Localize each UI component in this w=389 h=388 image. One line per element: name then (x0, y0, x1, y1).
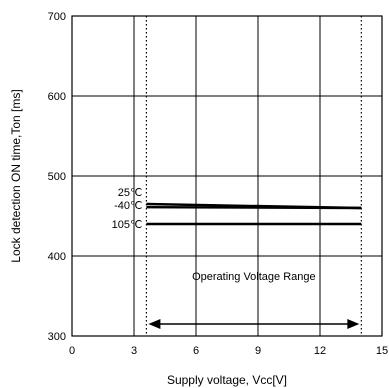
y-tick-label: 500 (48, 171, 66, 183)
plot-frame (71, 15, 383, 337)
operating-range-markers (145, 16, 362, 336)
x-tick-label: 9 (255, 345, 261, 357)
arrow-head-right (347, 319, 360, 329)
series-label: 25℃ (118, 187, 143, 199)
grid (72, 16, 382, 336)
series-label: -40℃ (114, 200, 142, 212)
x-tick-label: 12 (314, 345, 326, 357)
x-tick-label: 6 (193, 345, 199, 357)
series-label: 105℃ (112, 219, 143, 231)
y-tick-label: 700 (48, 11, 66, 23)
y-tick-label: 600 (48, 91, 66, 103)
series-lines (146, 202, 362, 226)
tick-labels: 0 3 6 9 12 15 300 400 500 600 700 (48, 11, 388, 357)
y-tick-label: 400 (48, 251, 66, 263)
x-tick-label: 15 (376, 345, 388, 357)
operating-range-arrow (148, 319, 360, 329)
series-line (146, 206, 362, 210)
y-tick-label: 300 (48, 331, 66, 343)
operating-range-label: Operating Voltage Range (192, 271, 316, 283)
y-axis-label: Lock detection ON time,Ton [ms] (9, 89, 23, 262)
arrow-head-left (148, 319, 161, 329)
series-labels: 25℃-40℃ 105℃ (112, 187, 143, 231)
x-tick-label: 0 (69, 345, 75, 357)
x-tick-label: 3 (131, 345, 137, 357)
x-axis-label: Supply voltage, Vcc[V] (167, 373, 287, 387)
